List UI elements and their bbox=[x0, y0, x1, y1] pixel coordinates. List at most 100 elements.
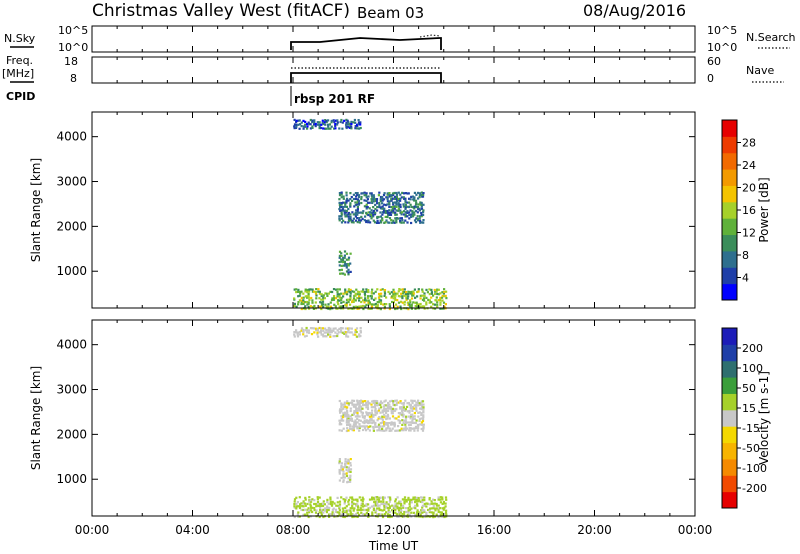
velocity-cell bbox=[441, 515, 444, 518]
power-cell bbox=[348, 290, 352, 293]
power-cell bbox=[409, 292, 412, 295]
velocity-cell bbox=[374, 411, 377, 414]
velocity-cell bbox=[359, 399, 363, 402]
power-cell bbox=[354, 294, 357, 297]
velocity-cell bbox=[444, 511, 448, 514]
power-cell bbox=[419, 215, 422, 218]
velocity-cell bbox=[385, 505, 388, 508]
velocity-cell bbox=[330, 503, 334, 506]
power-cell bbox=[361, 192, 364, 195]
velocity-cell bbox=[429, 507, 432, 510]
power-cell bbox=[385, 303, 388, 306]
power-cell bbox=[410, 290, 413, 293]
velocity-cell bbox=[337, 331, 340, 334]
power-cell bbox=[404, 219, 407, 222]
power-cell bbox=[338, 198, 341, 201]
power-cell bbox=[419, 302, 422, 306]
x-tick-label: 16:00 bbox=[477, 523, 512, 537]
colorbar-tick-label: 28 bbox=[742, 137, 756, 150]
velocity-cell bbox=[314, 502, 317, 506]
velocity-cell bbox=[368, 419, 371, 422]
power-cell bbox=[345, 301, 348, 304]
power-cell bbox=[400, 213, 403, 216]
velocity-cell bbox=[398, 429, 402, 432]
velocity-cell bbox=[315, 327, 318, 330]
power-cell bbox=[336, 288, 339, 291]
velocity-cell bbox=[332, 507, 335, 510]
power-cell bbox=[436, 288, 439, 291]
velocity-cell bbox=[356, 401, 359, 404]
power-cell bbox=[419, 297, 422, 300]
velocity-cell bbox=[421, 515, 424, 519]
power-cell bbox=[379, 198, 382, 201]
velocity-cell bbox=[372, 504, 375, 507]
power-cell bbox=[420, 207, 424, 210]
velocity-cell bbox=[420, 412, 423, 415]
velocity-cell bbox=[392, 410, 395, 413]
velocity-cell bbox=[435, 507, 438, 510]
velocity-cell bbox=[367, 503, 370, 506]
velocity-cell bbox=[394, 506, 397, 509]
x-axis-label: Time UT bbox=[368, 539, 419, 553]
velocity-cell bbox=[338, 419, 341, 422]
velocity-cell bbox=[403, 419, 406, 422]
velocity-cell bbox=[326, 505, 329, 508]
velocity-cell bbox=[301, 505, 304, 508]
velocity-cell bbox=[376, 513, 379, 516]
power-cell bbox=[420, 221, 424, 224]
power-cell bbox=[433, 288, 436, 292]
power-cell bbox=[388, 200, 391, 203]
velocity-cell bbox=[311, 506, 314, 509]
velocity-cell bbox=[372, 496, 375, 499]
power-cell bbox=[397, 197, 400, 200]
velocity-cell bbox=[347, 423, 350, 426]
velocity-cell bbox=[391, 427, 394, 430]
velocity-cell bbox=[358, 423, 361, 426]
velocity-cell bbox=[402, 506, 405, 509]
velocity-cell bbox=[383, 496, 386, 499]
velocity-cell bbox=[354, 498, 358, 501]
velocity-cell bbox=[376, 419, 379, 422]
velocity-cell bbox=[422, 423, 425, 426]
velocity-cell bbox=[404, 423, 407, 426]
power-cell bbox=[340, 260, 343, 263]
power-cell bbox=[411, 292, 414, 295]
velocity-cell bbox=[420, 496, 423, 499]
velocity-cell bbox=[365, 403, 368, 407]
power-cell bbox=[354, 201, 357, 204]
beam-label: Beam 03 bbox=[357, 4, 424, 22]
velocity-cell bbox=[363, 513, 366, 516]
velocity-cell bbox=[387, 513, 390, 516]
power-cell bbox=[307, 296, 310, 299]
velocity-cell bbox=[418, 411, 421, 414]
power-cell bbox=[439, 301, 442, 304]
velocity-cell bbox=[362, 508, 365, 511]
power-cell bbox=[362, 288, 365, 291]
power-cell bbox=[405, 297, 408, 300]
power-cell bbox=[336, 307, 339, 310]
velocity-cell bbox=[413, 429, 416, 432]
velocity-cell bbox=[407, 511, 410, 514]
nsky-right-tick-high: 10^5 bbox=[707, 24, 737, 37]
power-cell bbox=[416, 206, 420, 209]
power-cell bbox=[367, 213, 370, 217]
power-cell bbox=[396, 299, 399, 302]
power-cell bbox=[306, 127, 309, 130]
velocity-frame bbox=[91, 319, 696, 517]
power-cell bbox=[333, 296, 336, 300]
velocity-cell bbox=[392, 400, 395, 403]
power-cell bbox=[405, 294, 408, 297]
velocity-cell bbox=[368, 498, 372, 501]
velocity-cell bbox=[371, 421, 374, 425]
power-cell bbox=[392, 297, 395, 300]
velocity-cell bbox=[347, 402, 350, 405]
power-cell bbox=[367, 299, 370, 302]
power-cell bbox=[323, 121, 326, 124]
power-cell bbox=[369, 307, 372, 310]
x-tick-label: 00:00 bbox=[678, 523, 713, 537]
power-cell bbox=[318, 121, 321, 124]
velocity-cell bbox=[416, 509, 419, 512]
power-cell bbox=[370, 291, 373, 294]
power-cell bbox=[340, 213, 343, 216]
velocity-cell bbox=[388, 417, 391, 420]
